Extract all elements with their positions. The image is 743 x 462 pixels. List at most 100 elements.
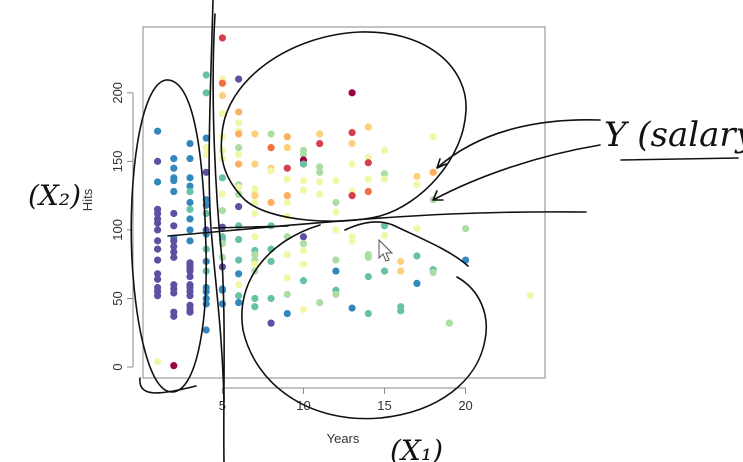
- plot-frame: [142, 26, 546, 379]
- data-point: [348, 304, 356, 312]
- data-point: [380, 170, 389, 178]
- ink-underline: [620, 157, 739, 161]
- data-point: [348, 139, 356, 148]
- data-point: [170, 362, 178, 370]
- data-point: [186, 215, 194, 223]
- data-point: [283, 198, 291, 207]
- data-point: [348, 160, 356, 168]
- data-point: [202, 144, 210, 152]
- data-point: [153, 178, 162, 186]
- mouse-cursor-icon: [378, 238, 394, 262]
- data-point: [153, 270, 162, 278]
- data-point: [202, 89, 210, 97]
- data-point: [170, 253, 178, 261]
- data-point: [380, 222, 389, 230]
- data-point: [153, 127, 162, 135]
- data-point: [251, 198, 259, 207]
- data-point: [283, 274, 291, 282]
- data-point: [316, 298, 324, 307]
- data-point: [235, 130, 243, 138]
- data-point: [283, 290, 291, 298]
- data-point: [170, 164, 178, 172]
- data-point: [186, 198, 194, 207]
- data-point: [235, 160, 243, 168]
- data-point: [235, 119, 243, 127]
- data-point: [186, 139, 194, 148]
- data-point: [235, 292, 243, 300]
- data-point: [299, 260, 308, 268]
- data-point: [299, 186, 308, 194]
- data-point: [348, 89, 356, 97]
- data-point: [235, 150, 243, 159]
- data-point: [267, 167, 275, 175]
- data-point: [332, 208, 340, 216]
- data-point: [153, 256, 162, 264]
- x-tick-label: 5: [219, 398, 226, 413]
- data-point: [526, 292, 535, 300]
- data-point: [251, 294, 259, 303]
- data-point: [364, 175, 372, 183]
- data-point: [251, 303, 259, 311]
- data-point: [235, 281, 243, 289]
- data-point: [153, 226, 162, 234]
- data-point: [218, 109, 227, 117]
- data-point: [202, 294, 210, 303]
- data-point: [364, 272, 372, 281]
- data-point: [251, 233, 259, 241]
- data-point: [251, 251, 259, 259]
- data-point: [186, 155, 194, 163]
- data-point: [364, 187, 372, 196]
- data-point: [397, 307, 405, 315]
- data-point: [218, 34, 227, 42]
- data-point: [348, 128, 356, 137]
- data-point: [186, 226, 194, 234]
- data-point: [316, 163, 324, 171]
- data-point: [267, 294, 275, 303]
- data-point: [316, 178, 324, 186]
- data-point: [202, 300, 210, 308]
- data-point: [218, 286, 227, 294]
- data-point: [235, 222, 243, 230]
- data-point: [186, 182, 194, 190]
- ink-lower-blob-top: [344, 221, 469, 267]
- data-point: [413, 252, 421, 260]
- data-point: [153, 157, 162, 165]
- data-point: [170, 187, 178, 196]
- x-axis-label: Years: [327, 431, 360, 446]
- data-point: [461, 224, 470, 233]
- data-point: [429, 268, 437, 277]
- ink-left-tail: [139, 377, 197, 394]
- data-point: [332, 176, 340, 185]
- data-point: [170, 209, 178, 218]
- data-point: [283, 133, 291, 141]
- data-point: [332, 226, 340, 234]
- data-point: [332, 290, 340, 298]
- data-point: [153, 357, 162, 366]
- data-point: [332, 267, 340, 275]
- data-point: [202, 326, 210, 334]
- data-point: [316, 139, 324, 148]
- data-point: [235, 108, 243, 116]
- data-point: [251, 209, 259, 218]
- ink-upper-right-blob: [220, 31, 467, 222]
- data-point: [283, 192, 291, 200]
- data-point: [235, 298, 243, 307]
- data-point: [316, 130, 324, 138]
- y-axis-label: Hits: [80, 188, 95, 211]
- y-tick-label: 0: [110, 363, 125, 370]
- ink-short-line: [212, 225, 289, 229]
- data-point: [429, 133, 437, 141]
- data-point: [380, 231, 389, 240]
- data-point: [170, 237, 178, 245]
- data-point: [218, 190, 227, 198]
- data-point: [235, 183, 243, 192]
- data-point: [348, 237, 356, 245]
- data-point: [267, 257, 275, 266]
- data-point: [413, 181, 421, 189]
- ink-vertical-line-1: [208, 0, 225, 401]
- data-point: [170, 242, 178, 250]
- data-point: [299, 305, 308, 314]
- data-point: [316, 190, 324, 198]
- data-point: [397, 267, 405, 275]
